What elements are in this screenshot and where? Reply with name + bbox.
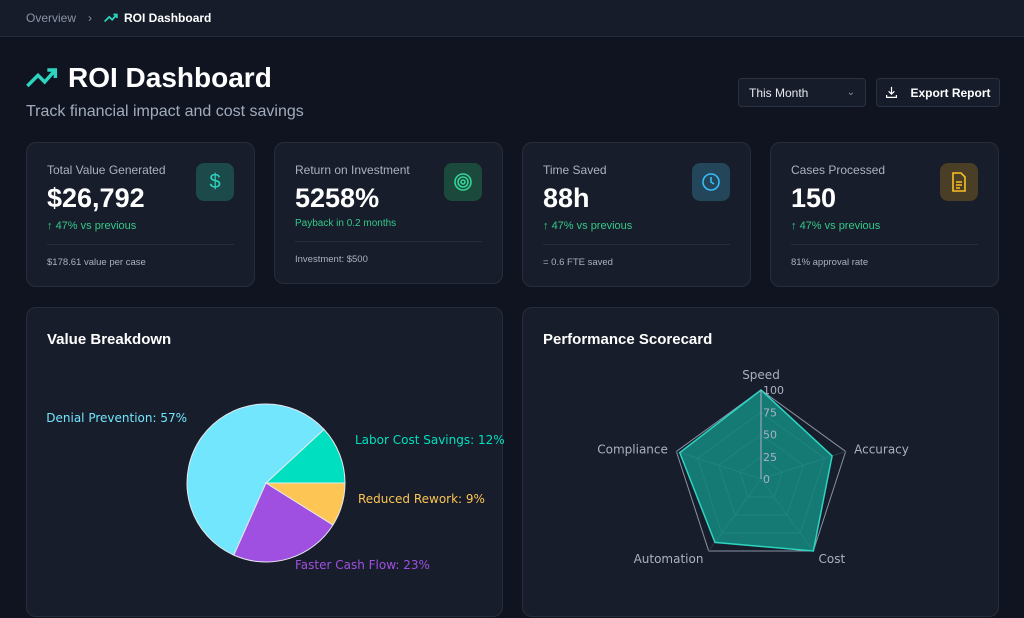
pie-label: Reduced Rework: 9% (358, 492, 485, 506)
radar-axis-label: Automation (634, 552, 704, 566)
stat-footer: = 0.6 FTE saved (543, 257, 613, 268)
stat-value: 88h (543, 183, 590, 213)
panel-title: Performance Scorecard (543, 331, 713, 348)
arrow-up-icon: ↑ (543, 220, 552, 232)
stat-card-total-value: Total Value Generated $26,792 ↑ 47% vs p… (26, 142, 255, 287)
stat-label: Return on Investment (295, 163, 410, 177)
divider (543, 244, 730, 245)
stat-change: ↑ 47% vs previous (791, 220, 978, 232)
pie-slice (233, 482, 334, 563)
divider (791, 244, 978, 245)
arrow-up-icon: ↑ (47, 220, 56, 232)
page-subtitle: Track financial impact and cost savings (26, 103, 304, 120)
target-icon (444, 163, 482, 201)
breadcrumb: Overview › ROI Dashboard (0, 0, 1024, 37)
trending-up-icon (26, 68, 58, 88)
period-select-value: This Month (749, 85, 809, 100)
performance-scorecard-panel: Performance Scorecard Speed Accuracy Cost A… (522, 307, 999, 617)
dollar-icon: $ (196, 163, 234, 201)
pie-label: Faster Cash Flow: 23% (295, 558, 430, 572)
stat-change: Payback in 0.2 months (295, 218, 397, 229)
value-breakdown-panel: Value Breakdown Labor Cost Savings: 12% D… (26, 307, 504, 617)
radar-axis-label: Compliance (597, 443, 668, 457)
chevron-down-icon: ⌄ (846, 87, 855, 98)
radar-tick-label: 0 (763, 473, 770, 486)
divider (47, 244, 234, 245)
stat-change: ↑ 47% vs previous (543, 220, 730, 232)
pie-chart: Labor Cost Savings: 12% Denial Prevention… (46, 403, 504, 572)
trending-up-icon (104, 13, 118, 23)
radar-chart: Speed Accuracy Cost Automation Compliance 0 25… (597, 368, 909, 566)
radar-tick-label: 50 (763, 429, 777, 442)
stat-value: 150 (791, 183, 837, 213)
stat-footer: Investment: $500 (295, 254, 368, 265)
stat-label: Total Value Generated (47, 163, 166, 177)
stat-card-cases: Cases Processed 150 ↑ 47% vs previous 81… (770, 142, 999, 287)
arrow-up-icon: ↑ (791, 220, 800, 232)
radar-grid (675, 389, 847, 552)
clock-icon (692, 163, 730, 201)
breadcrumb-current: ROI Dashboard (124, 11, 212, 25)
radar-axis-label: Accuracy (854, 443, 909, 457)
stat-change-text: 47% vs previous (551, 220, 633, 232)
pie-label: Labor Cost Savings: 12% (355, 433, 504, 447)
stat-card-roi: Return on Investment 5258% Payback in 0.… (274, 142, 503, 284)
radar-axis-label: Cost (819, 552, 846, 566)
stat-change-text: 47% vs previous (799, 220, 881, 232)
stat-label: Cases Processed (791, 163, 886, 177)
stat-footer: $178.61 value per case (47, 257, 146, 268)
stat-change: ↑ 47% vs previous (47, 220, 234, 232)
stat-value: 5258% (295, 183, 380, 213)
chevron-right-icon: › (88, 11, 93, 25)
pie-slice (264, 482, 346, 526)
stat-value: $26,792 (47, 183, 145, 213)
stat-card-time-saved: Time Saved 88h ↑ 47% vs previous = 0.6 F… (522, 142, 751, 287)
page-header: ROI Dashboard (26, 62, 272, 94)
stat-change-text: 47% vs previous (55, 220, 137, 232)
export-report-button[interactable]: Export Report (876, 78, 1000, 107)
breadcrumb-overview[interactable]: Overview (26, 11, 77, 25)
radar-tick-label: 25 (763, 451, 777, 464)
page-title: ROI Dashboard (68, 62, 272, 93)
export-report-label: Export Report (910, 85, 991, 100)
stat-label: Time Saved (543, 163, 607, 177)
document-icon (940, 163, 978, 201)
divider (295, 241, 482, 242)
download-icon (886, 86, 898, 98)
panel-title: Value Breakdown (47, 331, 172, 348)
pie-slice (186, 403, 325, 556)
radar-axis-label: Speed (742, 368, 780, 382)
radar-tick-label: 100 (763, 384, 784, 397)
period-select[interactable]: This Month ⌄ (738, 78, 866, 107)
pie-label: Denial Prevention: 57% (46, 411, 187, 425)
stat-footer: 81% approval rate (791, 257, 869, 268)
radar-area (678, 389, 833, 552)
radar-tick-label: 75 (763, 406, 777, 419)
